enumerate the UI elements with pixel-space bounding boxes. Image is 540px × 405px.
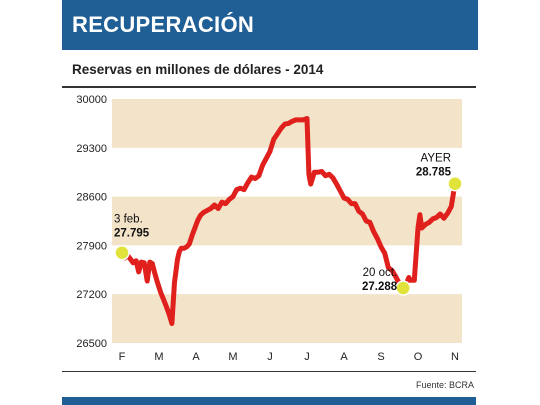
- annotation-value-0: 27.795: [114, 228, 150, 240]
- annotation-label-1: 20 oct.: [363, 267, 398, 279]
- x-tick-5: J: [304, 351, 310, 363]
- annotation-label-2: AYER: [421, 153, 451, 165]
- y-tick-27200: 27200: [76, 289, 107, 301]
- bottom-rule: [62, 371, 476, 372]
- x-tick-6: A: [340, 351, 348, 363]
- y-tick-27900: 27900: [76, 240, 107, 252]
- top-rule: [62, 86, 476, 88]
- x-tick-3: M: [228, 351, 237, 363]
- y-axis-ticks: 30000 29300 28600 27900 27200 26500: [76, 94, 107, 350]
- x-tick-9: N: [451, 351, 459, 363]
- source-note: Fuente: BCRA: [415, 380, 474, 390]
- header-title: RECUPERACIÓN: [72, 12, 255, 37]
- chart-title: Reservas en millones de dólares - 2014: [72, 62, 324, 77]
- x-tick-1: M: [154, 351, 163, 363]
- annotation-markers: [114, 175, 463, 296]
- y-tick-30000: 30000: [76, 94, 107, 106]
- annotation-value-1: 27.288: [362, 281, 398, 293]
- band-27900: [112, 196, 462, 246]
- footer-bar: [62, 397, 476, 405]
- y-tick-29300: 29300: [76, 143, 107, 155]
- marker-1: [395, 280, 411, 296]
- y-tick-26500: 26500: [76, 338, 107, 350]
- annotation-labels: 3 feb. 27.795 20 oct. 27.288 AYER 28.785: [114, 153, 452, 293]
- background-bands: [112, 99, 462, 343]
- header-bar: RECUPERACIÓN: [62, 0, 478, 50]
- marker-2: [447, 175, 463, 192]
- x-tick-2: A: [192, 351, 200, 363]
- x-tick-7: S: [377, 351, 384, 363]
- annotation-value-2: 28.785: [416, 167, 452, 179]
- annotation-label-0: 3 feb.: [114, 214, 143, 226]
- x-tick-0: F: [119, 351, 126, 363]
- marker-0: [114, 244, 130, 261]
- x-tick-8: O: [414, 351, 423, 363]
- x-tick-4: J: [267, 351, 273, 363]
- y-tick-28600: 28600: [76, 192, 107, 204]
